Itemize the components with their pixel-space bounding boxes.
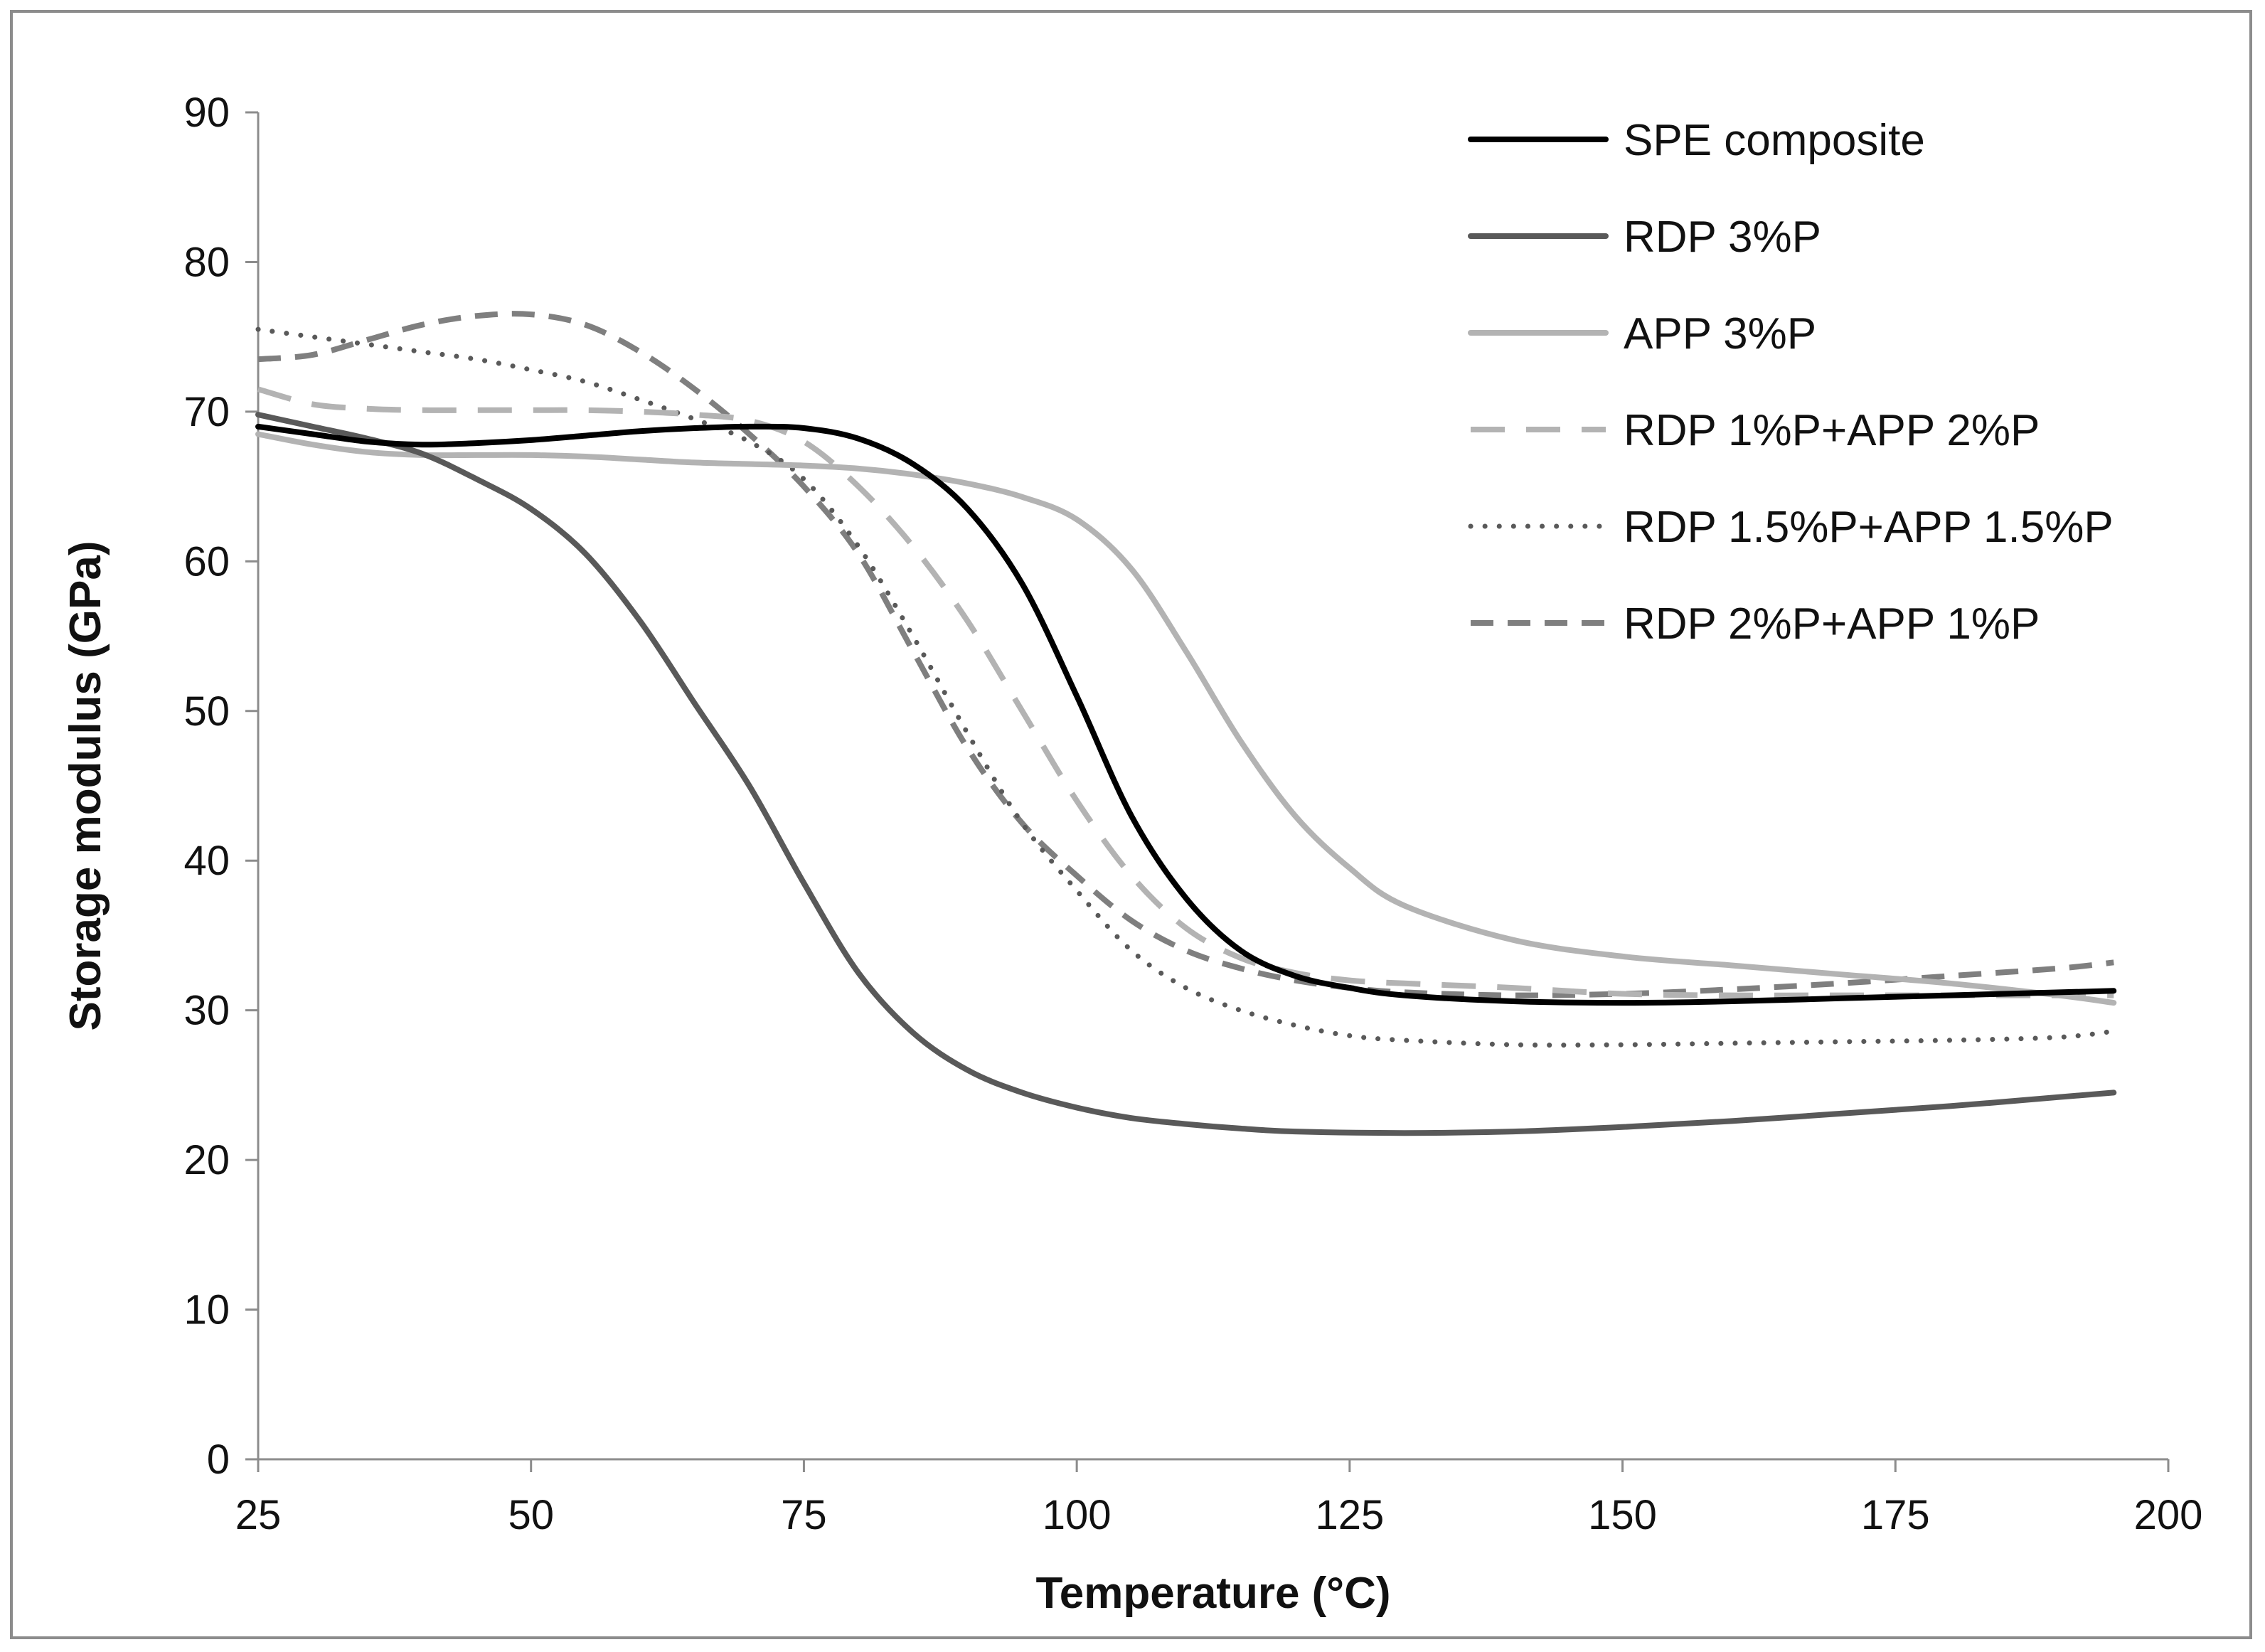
y-tick-label: 90 xyxy=(183,90,230,136)
y-tick-label: 20 xyxy=(183,1137,230,1183)
series-line-6 xyxy=(257,311,2114,998)
chart-frame: 0 10 20 30 40 50 60 70 80 90 25 50 75 100 125 150 175 20… xyxy=(10,10,2252,1639)
y-tick-label: 10 xyxy=(183,1287,230,1333)
legend-entry: APP 3%P xyxy=(1468,309,1816,358)
x-axis-title: Temperature (°C) xyxy=(1035,1569,1390,1618)
x-tick-label: 100 xyxy=(1043,1492,1112,1538)
y-tick-label: 80 xyxy=(183,239,230,285)
legend-label: RDP 3%P xyxy=(1624,213,1821,262)
y-tick-label: 0 xyxy=(207,1437,230,1483)
legend: SPE composite RDP 3%P APP 3%P RDP 1%P+APP 2… xyxy=(1468,116,2114,649)
storage-modulus-chart: 0 10 20 30 40 50 60 70 80 90 25 50 75 100 125 150 175 20… xyxy=(61,90,2203,1618)
y-tick-label: 60 xyxy=(183,538,230,585)
x-tick-label: 25 xyxy=(235,1492,282,1538)
y-axis-title: Storage modulus (GPa) xyxy=(61,541,110,1031)
legend-entry: RDP 3%P xyxy=(1468,213,1821,262)
series-line-2 xyxy=(255,412,2117,1136)
legend-label: APP 3%P xyxy=(1624,309,1816,358)
legend-entry: SPE composite xyxy=(1468,116,1925,165)
series-layer xyxy=(255,311,2117,1136)
series-line-3 xyxy=(255,431,2117,1006)
legend-label: RDP 1%P+APP 2%P xyxy=(1624,406,2040,455)
y-tick-label: 30 xyxy=(183,988,230,1034)
series-line-4 xyxy=(257,386,2114,998)
y-axis-ticks: 0 10 20 30 40 50 60 70 80 90 xyxy=(183,90,258,1483)
y-tick-label: 70 xyxy=(183,389,230,435)
y-tick-label: 40 xyxy=(183,838,230,884)
x-tick-label: 50 xyxy=(508,1492,554,1538)
x-tick-label: 175 xyxy=(1861,1492,1930,1538)
x-tick-label: 150 xyxy=(1588,1492,1657,1538)
x-tick-label: 200 xyxy=(2134,1492,2203,1538)
legend-label: RDP 2%P+APP 1%P xyxy=(1624,599,2040,649)
legend-entry: RDP 1%P+APP 2%P xyxy=(1471,406,2040,455)
x-tick-label: 125 xyxy=(1315,1492,1384,1538)
y-tick-label: 50 xyxy=(183,688,230,735)
legend-label: RDP 1.5%P+APP 1.5%P xyxy=(1624,503,2114,552)
legend-entry: RDP 2%P+APP 1%P xyxy=(1471,599,2040,649)
legend-entry: RDP 1.5%P+APP 1.5%P xyxy=(1468,503,2114,552)
x-axis-ticks: 25 50 75 100 125 150 175 200 xyxy=(235,1459,2203,1538)
series-line-1 xyxy=(255,423,2117,1006)
axes xyxy=(257,112,2168,1461)
legend-label: SPE composite xyxy=(1624,116,1925,165)
x-tick-label: 75 xyxy=(781,1492,827,1538)
